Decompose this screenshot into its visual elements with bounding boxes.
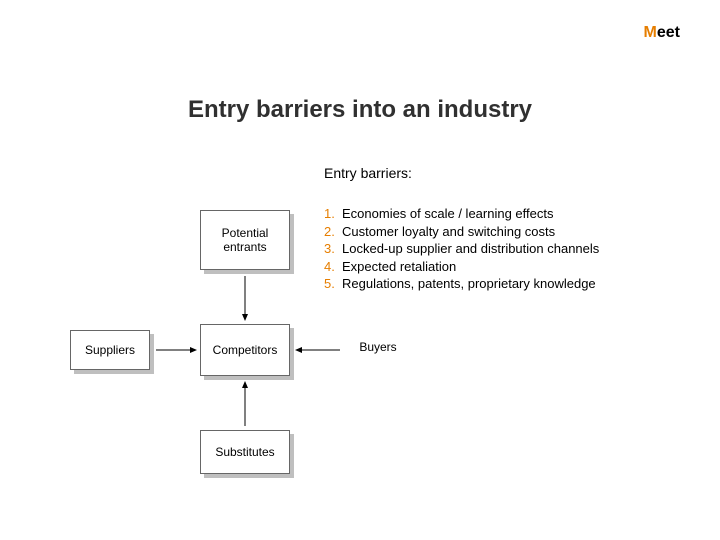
barrier-item: 2.Customer loyalty and switching costs: [324, 223, 599, 241]
page-title: Entry barriers into an industry: [0, 96, 720, 124]
barrier-number: 1.: [324, 205, 342, 223]
node-box: Competitors: [200, 324, 290, 376]
logo-first-letter: M: [644, 24, 657, 41]
barrier-item: 3.Locked-up supplier and distribution ch…: [324, 240, 599, 258]
barrier-number: 5.: [324, 275, 342, 293]
barrier-number: 3.: [324, 240, 342, 258]
barrier-text: Customer loyalty and switching costs: [342, 224, 555, 239]
barrier-item: 5.Regulations, patents, proprietary know…: [324, 275, 599, 293]
barriers-list: 1.Economies of scale / learning effects …: [324, 205, 599, 293]
barrier-number: 4.: [324, 258, 342, 276]
node-box: Substitutes: [200, 430, 290, 474]
barrier-item: 4.Expected retaliation: [324, 258, 599, 276]
node-suppliers: Suppliers: [70, 330, 150, 370]
barrier-item: 1.Economies of scale / learning effects: [324, 205, 599, 223]
barrier-text: Regulations, patents, proprietary knowle…: [342, 276, 596, 291]
barrier-text: Economies of scale / learning effects: [342, 206, 554, 221]
logo-rest: eet: [657, 24, 680, 41]
logo: Meet: [644, 24, 680, 42]
node-competitors: Competitors: [200, 324, 290, 376]
barrier-text: Expected retaliation: [342, 259, 456, 274]
node-box: Potential entrants: [200, 210, 290, 270]
barrier-text: Locked-up supplier and distribution chan…: [342, 241, 599, 256]
node-box: Buyers: [344, 334, 412, 360]
node-potential-entrants: Potential entrants: [200, 210, 290, 270]
barrier-number: 2.: [324, 223, 342, 241]
node-substitutes: Substitutes: [200, 430, 290, 474]
node-buyers: Buyers: [344, 334, 412, 360]
node-box: Suppliers: [70, 330, 150, 370]
barriers-subtitle: Entry barriers:: [324, 165, 412, 181]
